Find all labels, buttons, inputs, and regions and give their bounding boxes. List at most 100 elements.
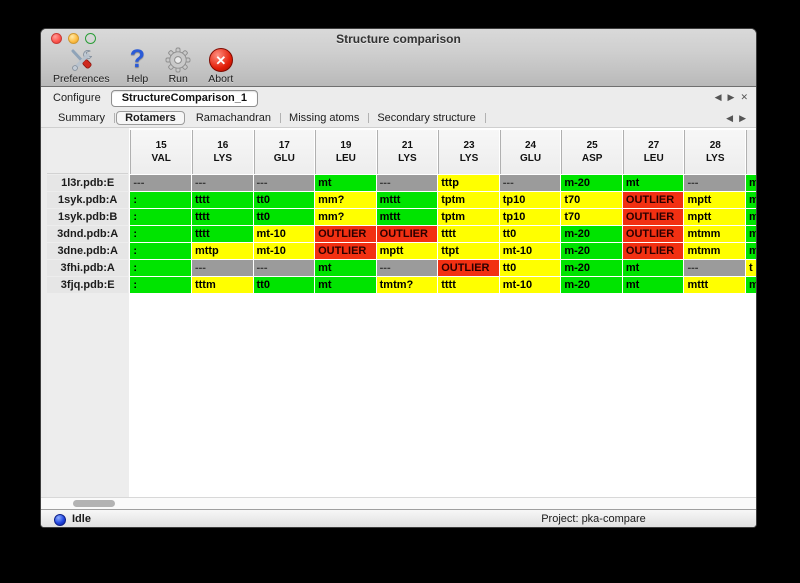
rotamer-cell[interactable]: mt: [315, 260, 376, 276]
rotamer-cell[interactable]: mt: [315, 277, 376, 293]
rotamer-cell-clipped[interactable]: t: [746, 260, 756, 276]
rotamer-cell[interactable]: m-20: [561, 260, 622, 276]
row-label[interactable]: 1syk.pdb:A: [47, 192, 129, 208]
config-next-icon[interactable]: ▶: [727, 92, 735, 102]
rotamer-cell[interactable]: mtmm: [684, 226, 746, 242]
rotamer-cell[interactable]: m-20: [561, 243, 622, 259]
config-close-icon[interactable]: ✕: [740, 92, 748, 102]
rotamer-cell[interactable]: mttt: [376, 192, 438, 208]
rotamer-cell[interactable]: m-20: [561, 175, 622, 191]
rotamer-cell[interactable]: mptt: [684, 209, 746, 225]
zoom-window-button[interactable]: [85, 33, 96, 44]
rotamer-cell[interactable]: tt0: [499, 260, 561, 276]
rotamer-cell-clipped[interactable]: m: [746, 209, 756, 225]
rotamer-cell[interactable]: :: [130, 192, 191, 208]
minimize-window-button[interactable]: [68, 33, 79, 44]
rotamer-cell[interactable]: ttpt: [438, 243, 499, 259]
run-button[interactable]: Run: [165, 46, 191, 85]
help-button[interactable]: ? Help: [127, 46, 149, 86]
rotamer-cell[interactable]: tt0: [253, 209, 315, 225]
column-header[interactable]: 25 ASP: [561, 130, 622, 174]
rotamer-cell[interactable]: ---: [684, 175, 746, 191]
rotamer-cell[interactable]: tttt: [191, 209, 253, 225]
rotamer-cell[interactable]: mm?: [315, 209, 376, 225]
rotamer-cell[interactable]: OUTLIER: [315, 226, 376, 242]
rotamer-cell[interactable]: tttt: [438, 277, 499, 293]
rotamer-cell[interactable]: OUTLIER: [315, 243, 376, 259]
tabs-next-icon[interactable]: ▶: [739, 113, 746, 123]
rotamer-cell[interactable]: :: [130, 226, 191, 242]
titlebar[interactable]: Structure comparison: [41, 29, 756, 46]
rotamer-cell-clipped[interactable]: m: [746, 175, 756, 191]
rotamer-cell-clipped[interactable]: m: [746, 243, 756, 259]
rotamer-cell[interactable]: tttt: [191, 192, 253, 208]
rotamer-cell[interactable]: mt: [622, 277, 684, 293]
row-label[interactable]: 3fjq.pdb:E: [47, 277, 129, 293]
row-label[interactable]: 3dne.pdb:A: [47, 243, 129, 259]
rotamer-cell[interactable]: mttt: [684, 277, 746, 293]
row-label[interactable]: 1syk.pdb:B: [47, 209, 129, 225]
rotamer-cell[interactable]: mt-10: [499, 243, 561, 259]
rotamer-cell[interactable]: ---: [499, 175, 561, 191]
rotamer-cell[interactable]: ---: [130, 175, 191, 191]
preferences-button[interactable]: Preferences: [53, 46, 110, 85]
row-label[interactable]: 3dnd.pdb:A: [47, 226, 129, 242]
rotamer-cell[interactable]: OUTLIER: [438, 260, 499, 276]
column-header[interactable]: 21 LYS: [376, 130, 438, 174]
tab-ramachandran[interactable]: Ramachandran: [187, 111, 282, 125]
close-window-button[interactable]: [51, 33, 62, 44]
rotamer-cell[interactable]: tttm: [191, 277, 253, 293]
config-prev-icon[interactable]: ◀: [714, 92, 722, 102]
rotamer-cell[interactable]: tmtm?: [376, 277, 438, 293]
row-label[interactable]: 3fhi.pdb:A: [47, 260, 129, 276]
rotamer-cell[interactable]: OUTLIER: [622, 243, 684, 259]
tabs-prev-icon[interactable]: ◀: [726, 113, 734, 123]
rotamer-cell[interactable]: tp10: [499, 192, 561, 208]
rotamer-cell[interactable]: m-20: [561, 226, 622, 242]
rotamer-cell[interactable]: tttp: [438, 175, 499, 191]
rotamer-cell[interactable]: tptm: [438, 192, 499, 208]
rotamer-cell[interactable]: mt: [622, 260, 684, 276]
rotamer-cell[interactable]: mt-10: [253, 243, 315, 259]
rotamer-cell[interactable]: tt0: [253, 277, 315, 293]
abort-button[interactable]: ✕ Abort: [208, 46, 233, 85]
configuration-selector[interactable]: StructureComparison_1: [110, 89, 259, 107]
rotamer-cell[interactable]: tt0: [499, 226, 561, 242]
column-header[interactable]: 28 LYS: [684, 130, 746, 174]
column-header[interactable]: 15 VAL: [130, 130, 191, 174]
rotamer-cell[interactable]: mtmm: [684, 243, 746, 259]
rotamer-cell[interactable]: OUTLIER: [622, 192, 684, 208]
rotamer-cell[interactable]: mptt: [684, 192, 746, 208]
rotamer-cell[interactable]: mt-10: [253, 226, 315, 242]
tab-secondary-structure[interactable]: Secondary structure: [368, 111, 487, 125]
tab-rotamers[interactable]: Rotamers: [116, 111, 185, 125]
rotamer-cell[interactable]: tptm: [438, 209, 499, 225]
rotamer-cell[interactable]: tt0: [253, 192, 315, 208]
rotamer-cell[interactable]: ---: [191, 175, 253, 191]
rotamer-cell[interactable]: OUTLIER: [622, 209, 684, 225]
rotamer-cell-clipped[interactable]: m: [746, 192, 756, 208]
rotamer-cell[interactable]: tp10: [499, 209, 561, 225]
rotamer-cell[interactable]: t70: [561, 192, 622, 208]
column-header[interactable]: 19 LEU: [315, 130, 376, 174]
rotamer-cell-clipped[interactable]: m: [746, 277, 756, 293]
rotamer-cell[interactable]: ---: [684, 260, 746, 276]
scrollbar-thumb[interactable]: [73, 500, 115, 507]
rotamer-cell[interactable]: m-20: [561, 277, 622, 293]
rotamer-cell[interactable]: mt: [622, 175, 684, 191]
rotamer-cell[interactable]: ---: [253, 260, 315, 276]
column-header[interactable]: 27 LEU: [622, 130, 684, 174]
rotamer-cell[interactable]: ---: [376, 175, 438, 191]
rotamer-cell-clipped[interactable]: m: [746, 226, 756, 242]
rotamer-cell[interactable]: OUTLIER: [622, 226, 684, 242]
rotamer-cell[interactable]: mt-10: [499, 277, 561, 293]
tab-summary[interactable]: Summary: [49, 111, 116, 125]
rotamer-cell[interactable]: ---: [253, 175, 315, 191]
rotamer-cell[interactable]: t70: [561, 209, 622, 225]
rotamer-cell[interactable]: :: [130, 209, 191, 225]
horizontal-scrollbar[interactable]: [41, 497, 756, 510]
rotamer-cell[interactable]: :: [130, 277, 191, 293]
rotamer-cell[interactable]: mt: [315, 175, 376, 191]
rotamer-cell[interactable]: tttt: [191, 226, 253, 242]
rotamer-cell[interactable]: mttp: [191, 243, 253, 259]
